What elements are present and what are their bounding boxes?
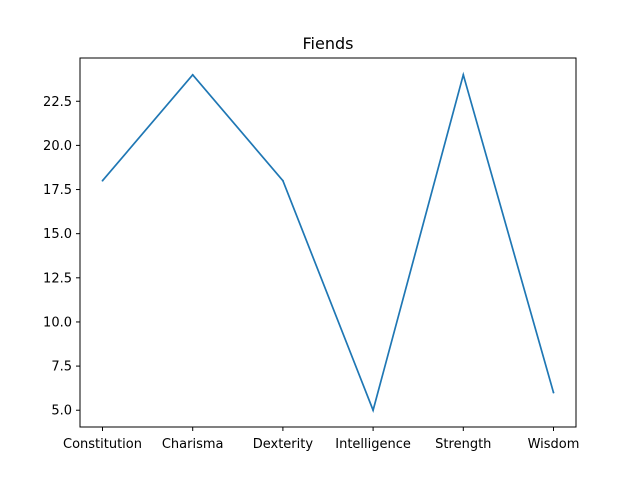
data-point: [101, 179, 104, 182]
data-point: [552, 391, 555, 394]
plot-area: 5.0 7.5 10.0 12.5 15.0 17.5 20.0 22.5 Constituti…: [43, 57, 580, 452]
x-tick-label: Wisdom: [528, 437, 580, 452]
y-tick-label: 7.5: [51, 360, 72, 375]
y-tick-label: 12.5: [43, 271, 72, 286]
x-tick-label: Constitution: [63, 437, 142, 452]
y-tick-label: 15.0: [43, 227, 72, 242]
axes-frame: [79, 57, 577, 428]
data-point: [372, 409, 374, 412]
data-point: [191, 73, 194, 76]
y-tick-label: 20.0: [43, 139, 72, 154]
x-tick-label: Intelligence: [335, 437, 411, 452]
data-point: [462, 73, 465, 76]
x-tick-label: Dexterity: [253, 437, 314, 452]
y-tick-label: 5.0: [51, 404, 72, 419]
x-tick-label: Charisma: [162, 437, 224, 452]
y-tick-label: 17.5: [43, 183, 72, 198]
chart-title: Fiends: [303, 34, 354, 53]
y-tick-label: 10.0: [43, 315, 72, 330]
series-line: [101, 71, 555, 413]
x-tick-label: Strength: [435, 437, 491, 452]
data-point: [282, 179, 284, 182]
y-tick-label: 22.5: [43, 95, 72, 110]
